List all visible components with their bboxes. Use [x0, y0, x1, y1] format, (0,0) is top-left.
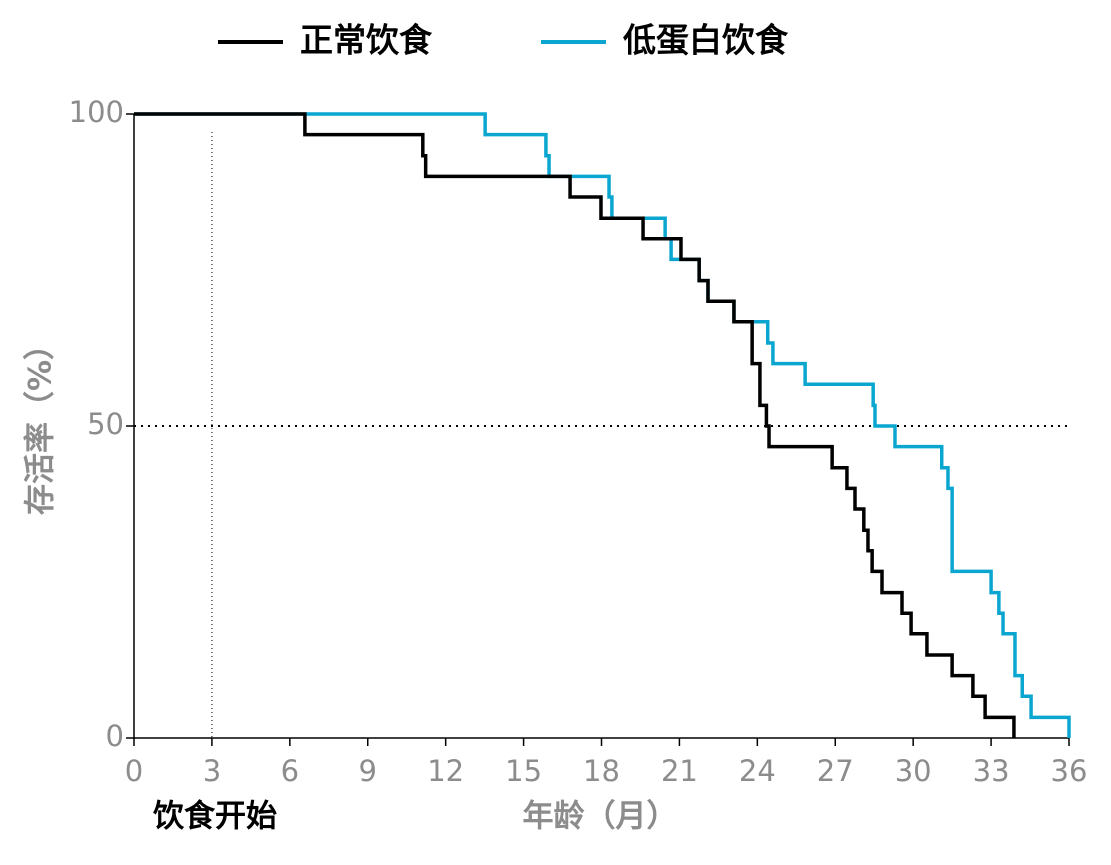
x-tick-label: 21: [661, 754, 698, 788]
x-tick-label: 30: [895, 754, 932, 788]
legend-label: 正常饮食: [300, 21, 433, 60]
y-tick-label: 50: [87, 407, 124, 441]
x-tick-label: 3: [203, 754, 221, 788]
legend-label: 低蛋白饮食: [623, 21, 789, 60]
y-axis-label: 存活率（%）: [23, 329, 59, 515]
y-tick-label: 100: [69, 95, 124, 129]
x-axis-label: 年龄（月）: [523, 799, 678, 835]
x-tick-label: 18: [583, 754, 620, 788]
x-tick-label: 24: [739, 754, 776, 788]
x-tick-label: 12: [427, 754, 464, 788]
x-tick-label: 9: [359, 754, 377, 788]
annotation: 饮食开始: [152, 799, 277, 835]
x-tick-label: 15: [505, 754, 542, 788]
y-tick-label: 0: [106, 719, 124, 753]
x-tick-label: 0: [125, 754, 143, 788]
x-tick-label: 6: [281, 754, 299, 788]
survival-line: [134, 112, 1071, 738]
x-tick-label: 27: [817, 754, 854, 788]
survival-line: [134, 112, 1016, 738]
x-tick-label: 33: [973, 754, 1010, 788]
x-tick-label: 36: [1051, 754, 1088, 788]
